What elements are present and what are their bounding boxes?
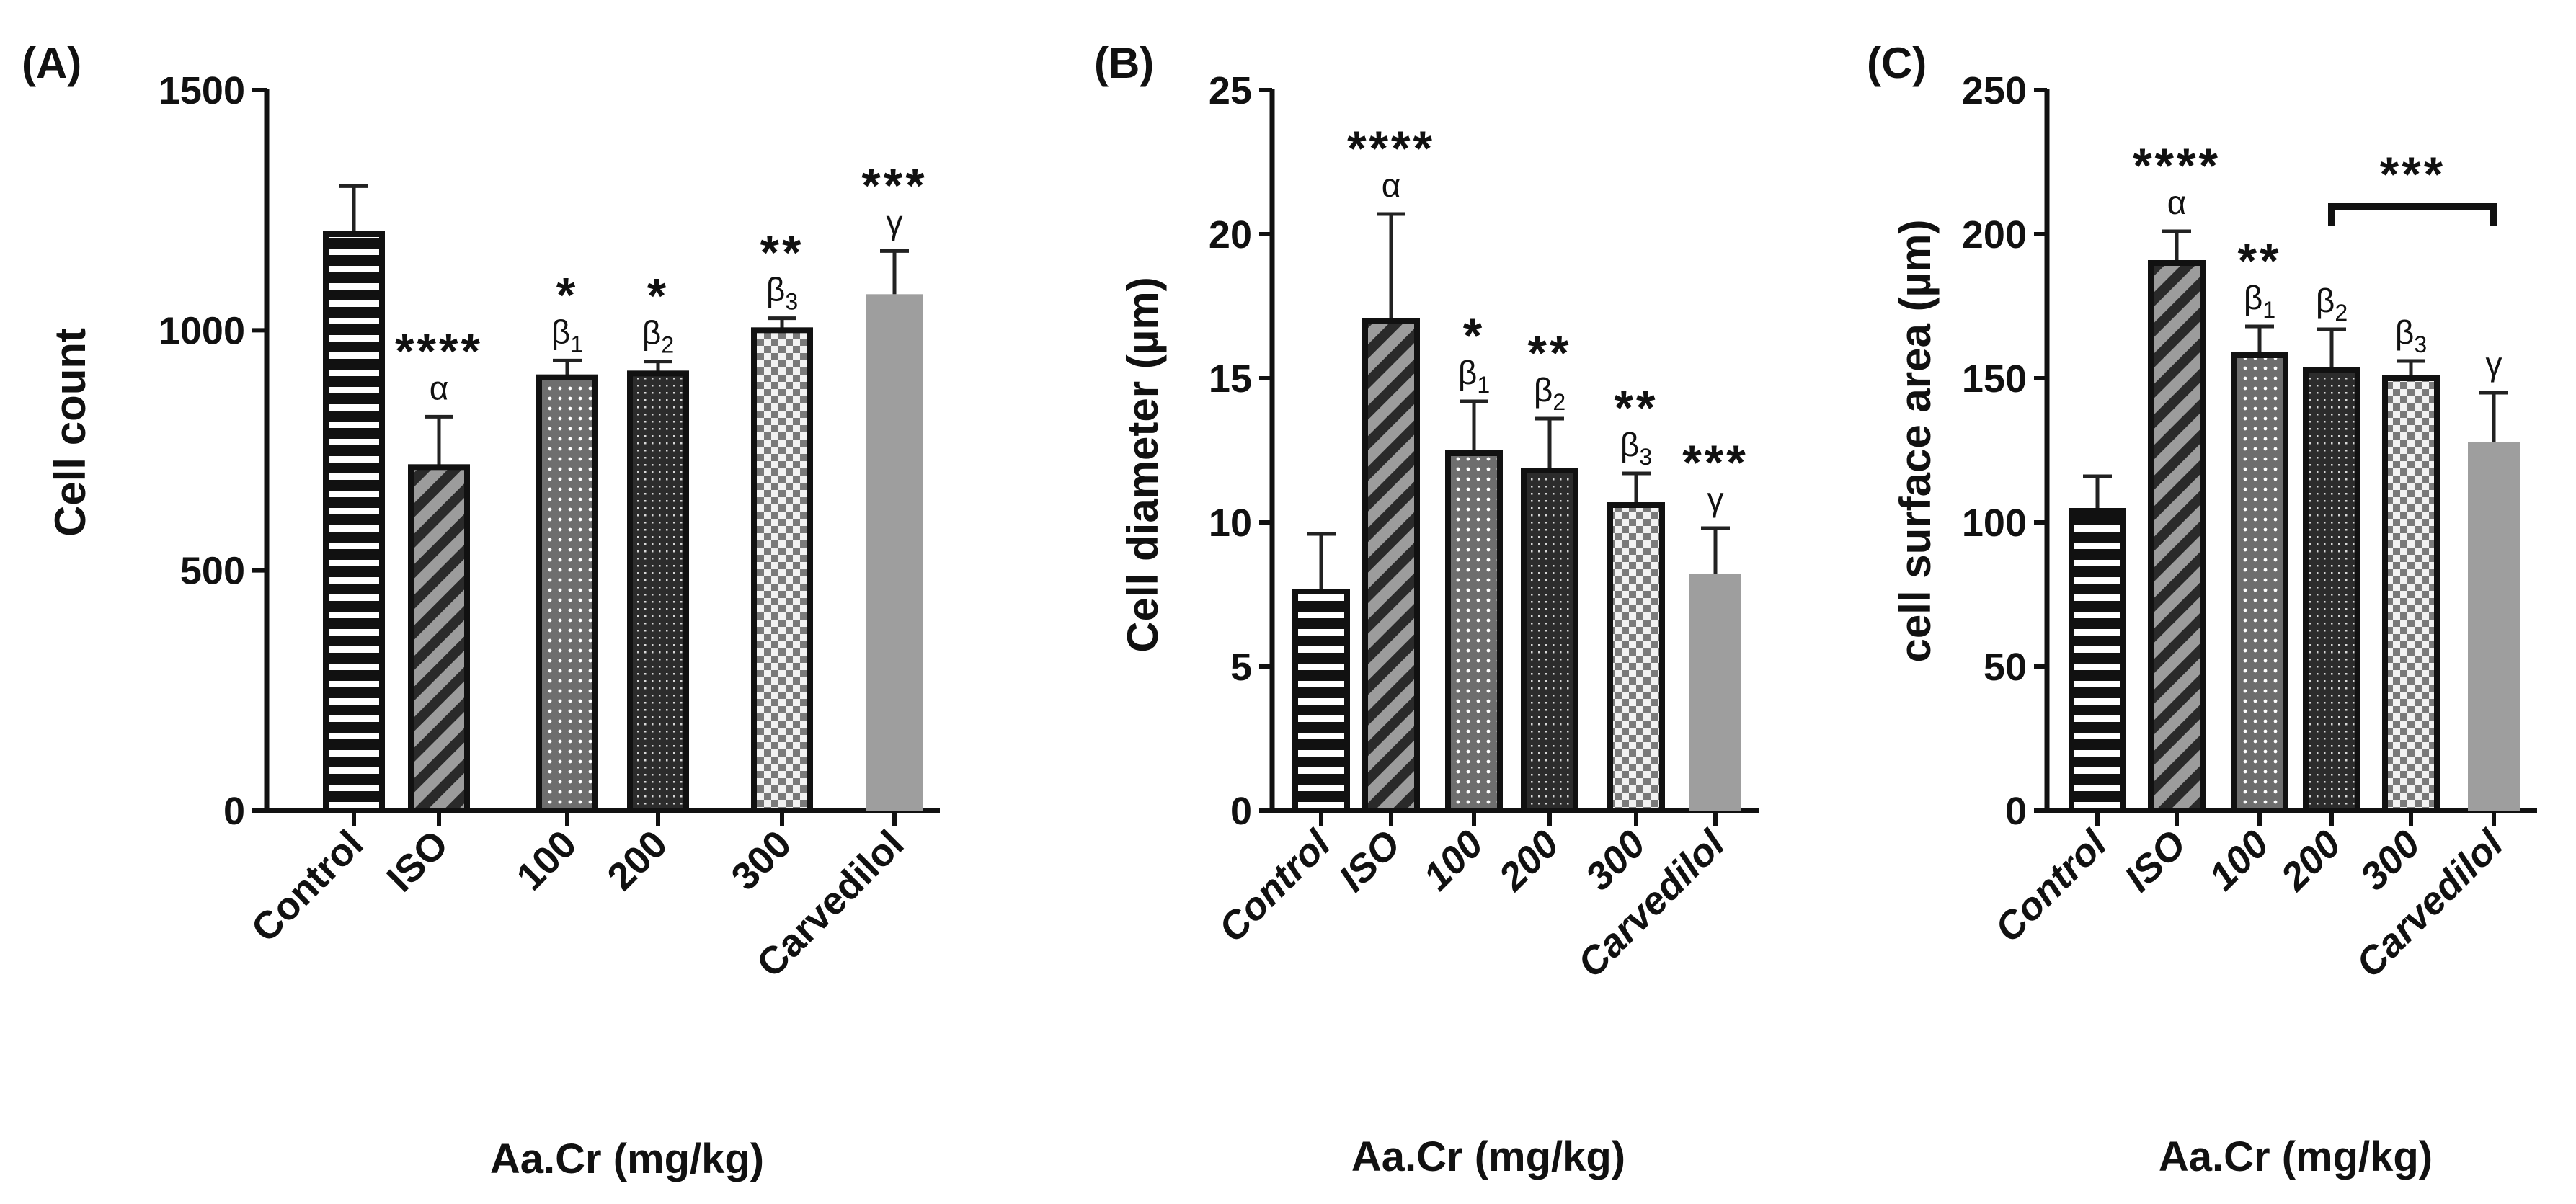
- group-symbol: α: [430, 369, 449, 406]
- bar: [1362, 318, 1420, 813]
- panel-cell-diameter: (B) Cell diameter (µm) Aa.Cr (mg/kg) 0 5 1…: [1094, 39, 1759, 1180]
- group-symbol-subscript: 2: [1553, 389, 1565, 415]
- group-symbol: β2: [642, 314, 674, 358]
- significance-stars: **: [1528, 326, 1572, 380]
- y-tick-label: 150: [1962, 357, 2027, 401]
- significance-bracket: [2328, 203, 2497, 226]
- y-tick-label: 10: [1209, 501, 1252, 545]
- group-symbol: β1: [1458, 354, 1490, 398]
- x-tick-label: Control: [243, 822, 371, 950]
- x-tick-label: ISO: [1331, 822, 1408, 900]
- bar: [408, 464, 470, 813]
- x-tick-label: 200: [1491, 822, 1568, 899]
- bar: [866, 294, 923, 811]
- x-axis-title: Aa.Cr (mg/kg): [1351, 1133, 1625, 1180]
- bracket-stars: ***: [2380, 147, 2446, 202]
- y-tick-label: 200: [1962, 213, 2027, 257]
- y-tick-label: 100: [1962, 501, 2027, 545]
- group-symbol-subscript: 3: [2414, 331, 2427, 357]
- bar: [2468, 442, 2520, 811]
- group-symbol: α: [2167, 184, 2187, 221]
- group-symbol-subscript: 2: [661, 332, 674, 358]
- x-tick-label: Control: [1986, 821, 2115, 950]
- significance-stars: **: [2238, 233, 2282, 288]
- group-symbol: β3: [2395, 313, 2427, 357]
- panel-letter: (B): [1094, 39, 1154, 87]
- x-tick-label: 200: [2273, 822, 2350, 899]
- plot-area: 0510152025ControlISOα****100β1*200β2**30…: [1209, 69, 1759, 986]
- y-tick-label: 1000: [159, 309, 245, 352]
- group-symbol-subscript: 3: [1639, 444, 1652, 470]
- significance-stars: ****: [1347, 121, 1435, 176]
- group-symbol-subscript: 1: [1477, 372, 1490, 398]
- x-tick-label: 100: [2200, 822, 2277, 898]
- bar: [1607, 502, 1665, 813]
- y-axis-title: Cell diameter (µm): [1119, 277, 1167, 652]
- bar: [1689, 574, 1741, 811]
- y-tick-label: 500: [180, 550, 245, 593]
- significance-stars: ***: [1682, 435, 1748, 490]
- x-tick-label: Carvedilol: [2348, 821, 2512, 986]
- x-tick-label: Carvedilol: [1569, 821, 1733, 986]
- bar: [2069, 508, 2126, 813]
- group-symbol: α: [1382, 166, 1401, 204]
- panel-cell-count: (A) Cell count Aa.Cr (mg/kg) 0 500 1000 150…: [22, 39, 940, 1182]
- significance-stars: *: [556, 267, 578, 322]
- group-symbol-subscript: 3: [785, 289, 798, 315]
- y-tick-label: 250: [1962, 69, 2027, 112]
- significance-stars: **: [1615, 380, 1658, 435]
- x-tick-label: Control: [1210, 821, 1339, 950]
- group-symbol: γ: [1707, 481, 1724, 518]
- x-tick-label: 300: [723, 822, 799, 898]
- bar: [2382, 375, 2440, 813]
- y-tick-label: 5: [1230, 646, 1252, 689]
- y-tick-label: 15: [1209, 357, 1252, 401]
- panel-cell-surface-area: (C) cell surface area (µm) Aa.Cr (mg/kg)…: [1867, 39, 2537, 1180]
- bar: [751, 327, 813, 814]
- group-symbol: β2: [2316, 282, 2348, 326]
- y-tick-label: 50: [1984, 646, 2027, 689]
- plot-area: 0 50 100 150 200 250 Control ISO α**** 100 β1** 200…: [1962, 69, 2537, 986]
- x-tick-label: ISO: [2116, 822, 2194, 900]
- panel-letter: (C): [1867, 39, 1927, 87]
- panel-letter: (A): [22, 39, 81, 87]
- group-symbol-subscript: 1: [2262, 297, 2275, 323]
- bar: [1292, 589, 1350, 813]
- bar: [1445, 450, 1503, 813]
- group-symbol-subscript: 2: [2335, 300, 2348, 326]
- bar: [2231, 352, 2288, 813]
- significance-stars: *: [647, 269, 669, 324]
- y-tick-label: 1500: [159, 69, 245, 112]
- x-tick-label: 100: [1415, 822, 1491, 898]
- x-tick-label: 200: [599, 822, 675, 898]
- bar: [2148, 260, 2206, 813]
- significance-stars: **: [760, 226, 804, 280]
- x-tick-label: 100: [508, 822, 585, 898]
- y-tick-label: 25: [1209, 69, 1252, 112]
- significance-stars: *: [1463, 308, 1485, 363]
- x-axis-title: Aa.Cr (mg/kg): [2159, 1133, 2433, 1180]
- bar: [323, 231, 385, 813]
- y-axis-title: Cell count: [46, 328, 94, 537]
- bar: [2303, 367, 2360, 813]
- x-tick-label: ISO: [378, 822, 456, 900]
- bar: [627, 370, 689, 813]
- bar: [536, 374, 598, 813]
- group-symbol: γ: [887, 203, 903, 241]
- group-symbol: γ: [2486, 345, 2502, 383]
- y-tick-label: 0: [2005, 790, 2027, 833]
- y-axis-title: cell surface area (µm): [1891, 220, 1940, 663]
- significance-stars: ****: [2133, 138, 2221, 193]
- bar: [1521, 468, 1578, 813]
- y-tick-label: 0: [223, 790, 245, 833]
- x-axis-title: Aa.Cr (mg/kg): [490, 1136, 764, 1182]
- significance-stars: ****: [395, 324, 483, 378]
- group-symbol-subscript: 1: [570, 331, 583, 357]
- y-tick-label: 20: [1209, 213, 1252, 257]
- significance-stars: ***: [861, 158, 927, 213]
- y-tick-label: 0: [1230, 790, 1252, 833]
- group-symbol: β1: [2244, 279, 2275, 323]
